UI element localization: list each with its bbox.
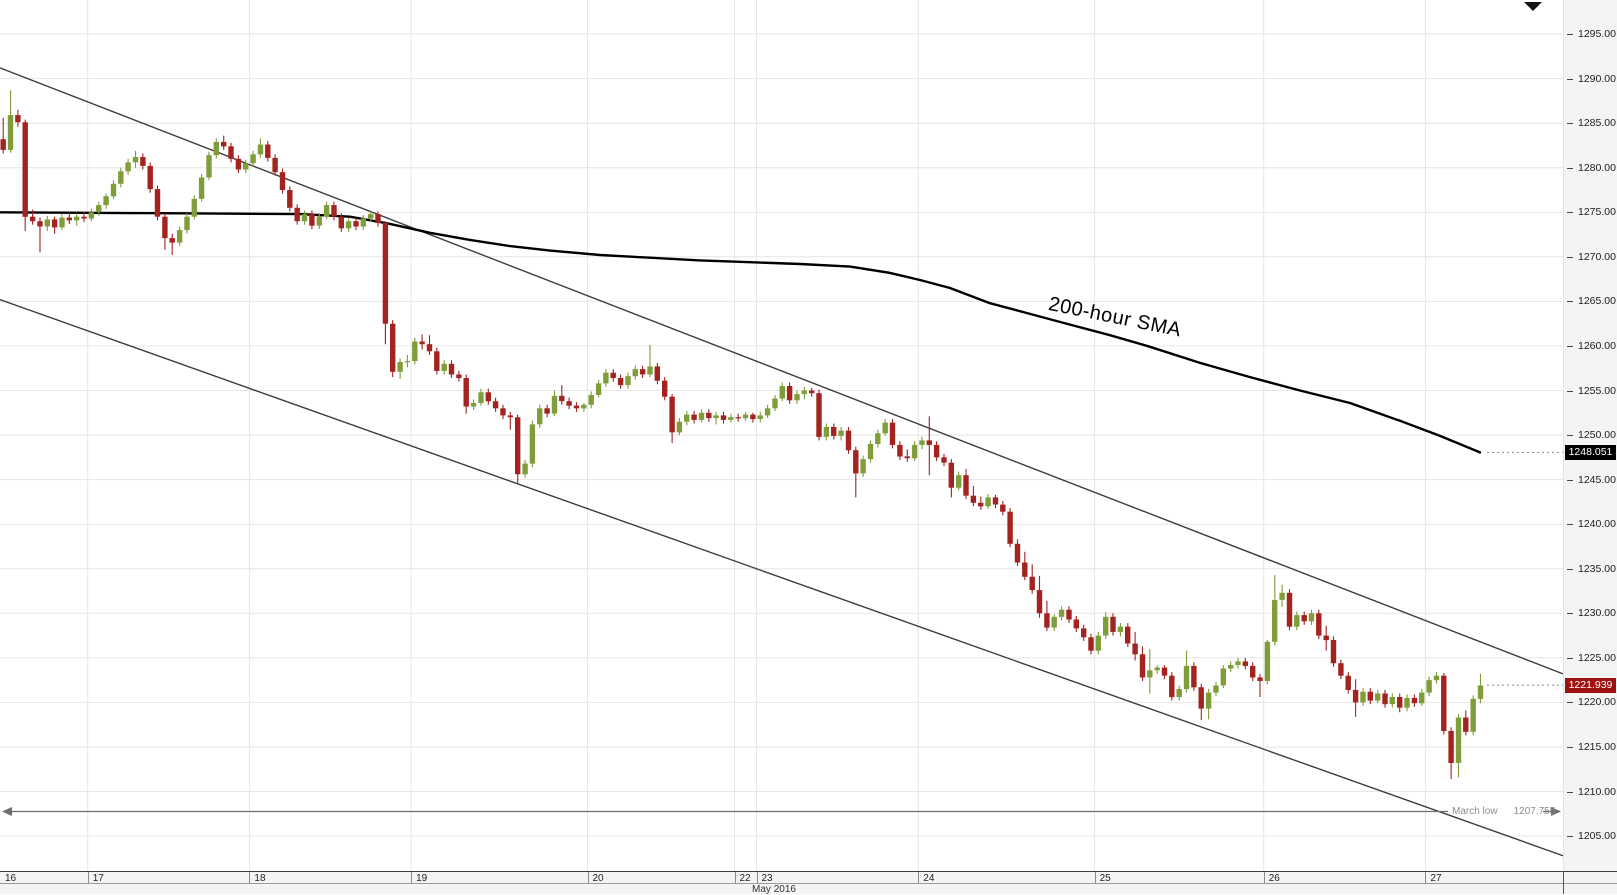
price-axis-label: 1265.00 [1578, 295, 1616, 308]
price-axis-tick [1567, 747, 1573, 748]
price-axis-tick [1567, 479, 1573, 481]
price-axis-tick [1567, 123, 1573, 125]
price-axis-label: 1280.00 [1578, 161, 1616, 174]
price-axis-label: 1230.00 [1578, 607, 1616, 620]
price-axis-tick [1567, 34, 1573, 35]
axis-corner-divider [1563, 871, 1564, 894]
price-axis-label: 1260.00 [1578, 339, 1616, 352]
price-axis-tick [1567, 702, 1573, 704]
last-price-tag: 1221.939 [1565, 677, 1616, 693]
price-axis-tick [1567, 568, 1573, 570]
date-axis-label: 24 [923, 873, 935, 884]
march-low-annotation: March low 1207.755 [1452, 806, 1555, 817]
last-price-tag-text: 1221.939 [1568, 679, 1613, 692]
month-axis[interactable]: May 2016 [0, 883, 1617, 895]
date-axis-separator [249, 872, 251, 883]
date-axis-separator [1094, 872, 1096, 883]
price-axis-label: 1225.00 [1578, 651, 1616, 664]
date-axis-label: 23 [761, 873, 773, 884]
date-axis-separator [734, 872, 736, 883]
price-axis-tick [1567, 345, 1573, 347]
price-axis-label: 1220.00 [1578, 696, 1616, 709]
date-axis-label: 17 [92, 873, 104, 884]
price-axis-label: 1285.00 [1578, 117, 1616, 130]
date-axis-separator [587, 872, 589, 883]
price-axis-tick [1567, 212, 1573, 214]
month-label: May 2016 [752, 884, 796, 895]
date-axis-label: 20 [592, 873, 604, 884]
price-axis-label: 1235.00 [1578, 562, 1616, 575]
price-axis-label: 1210.00 [1578, 785, 1616, 798]
date-axis-label: 16 [5, 873, 17, 884]
date-axis-separator [756, 872, 758, 883]
date-axis-separator [1425, 872, 1427, 883]
price-axis-tick [1567, 791, 1573, 793]
date-axis-label: 19 [416, 873, 428, 884]
date-axis-label: 22 [739, 873, 751, 884]
price-axis-label: 1295.00 [1578, 28, 1616, 40]
candlestick-chart-svg[interactable] [0, 0, 1563, 871]
price-axis-tick [1567, 167, 1573, 169]
chart-top-marker-icon[interactable] [1524, 2, 1542, 11]
price-axis-tick [1567, 301, 1573, 303]
price-axis-label: 1245.00 [1578, 473, 1616, 486]
date-axis-label: 18 [254, 873, 266, 884]
price-axis-label: 1215.00 [1578, 741, 1616, 753]
sma-price-tag: 1248.051 [1565, 444, 1616, 460]
date-axis-separator [87, 872, 89, 883]
price-axis-tick [1567, 78, 1573, 80]
price-axis-label: 1255.00 [1578, 384, 1616, 397]
price-axis[interactable]: 1248.051 1221.939 1295.00 1290.00 1285.00 1… [1563, 0, 1617, 871]
price-axis-tick [1567, 657, 1573, 659]
date-axis-label: 25 [1099, 873, 1111, 884]
date-axis[interactable]: 16 17 18 19 20 22 23 24 25 26 27 [0, 871, 1617, 884]
date-axis-separator [1263, 872, 1265, 883]
date-axis-label: 27 [1430, 873, 1442, 884]
price-axis-label: 1250.00 [1578, 429, 1616, 442]
price-axis-tick [1567, 524, 1573, 526]
date-axis-separator [918, 872, 920, 883]
price-axis-tick [1567, 256, 1573, 258]
price-axis-tick [1567, 613, 1573, 615]
price-axis-label: 1205.00 [1578, 830, 1616, 843]
date-axis-label: 26 [1268, 873, 1280, 884]
date-axis-separator [411, 872, 413, 883]
march-low-value: 1207.755 [1513, 805, 1556, 817]
march-low-label: March low [1452, 805, 1498, 817]
price-axis-tick [1567, 836, 1573, 838]
price-axis-label: 1270.00 [1578, 250, 1616, 263]
price-axis-label: 1275.00 [1578, 206, 1616, 219]
price-axis-label: 1240.00 [1578, 518, 1616, 531]
sma-price-tag-text: 1248.051 [1568, 446, 1613, 459]
price-axis-tick [1567, 435, 1573, 437]
price-axis-tick [1567, 390, 1573, 392]
price-axis-label: 1290.00 [1578, 72, 1616, 85]
price-chart-plot[interactable]: 200-hour SMA March low 1207.755 [0, 0, 1563, 871]
